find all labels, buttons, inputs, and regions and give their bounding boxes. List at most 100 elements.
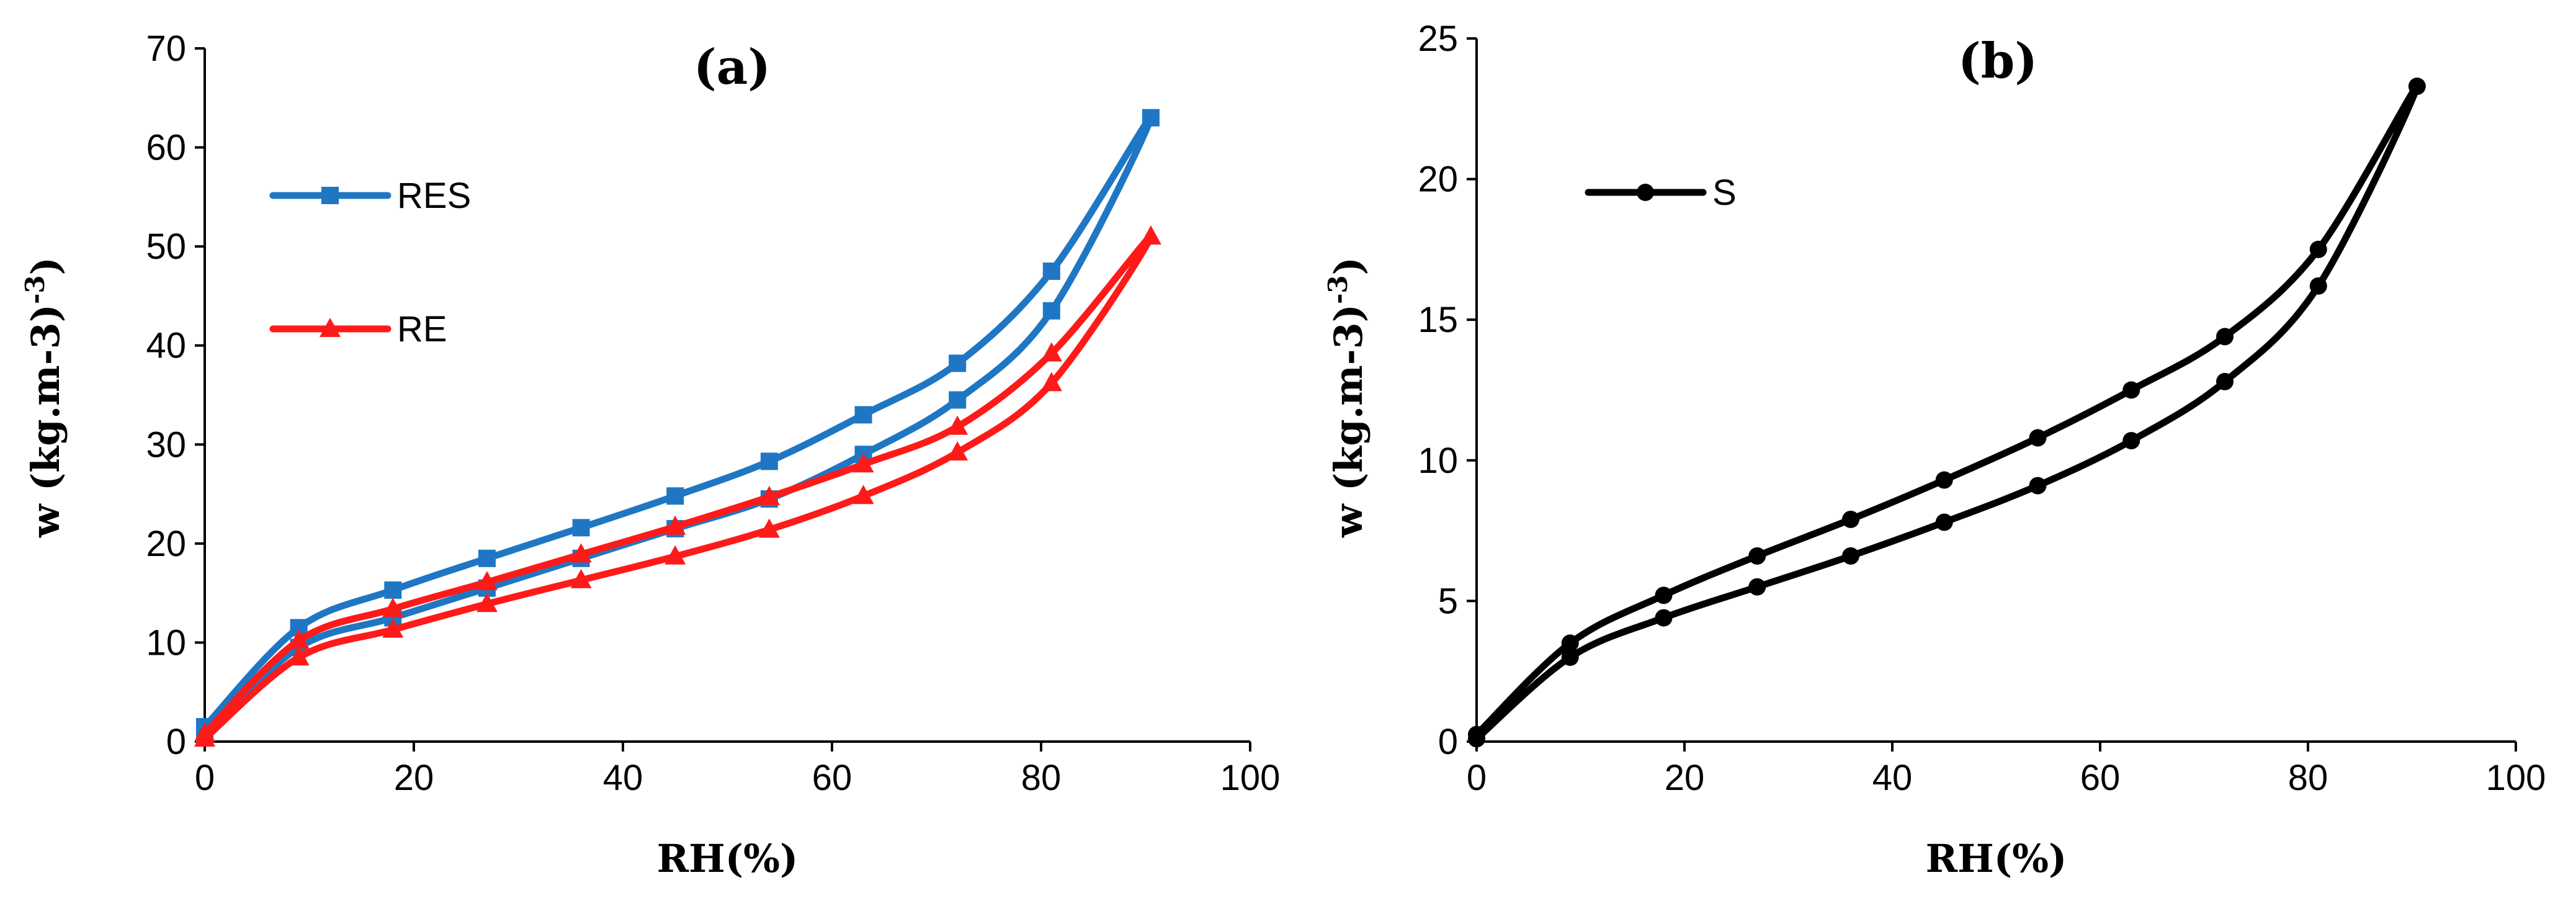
data-point-S — [2029, 477, 2047, 495]
data-point-S — [1655, 609, 1673, 627]
chart-title: (a) — [694, 39, 771, 96]
data-point-RE — [570, 543, 592, 563]
y-tick-label: 10 — [146, 622, 186, 663]
series-line-S — [1473, 83, 2421, 742]
y-axis-label: w (kg.m-3)-3) — [1323, 257, 1371, 538]
data-point-RE — [1040, 372, 1062, 392]
data-point-RES — [949, 354, 967, 372]
data-point-S — [1748, 578, 1766, 596]
data-point-S — [1468, 725, 1485, 743]
legend-entry-S: S — [1585, 173, 1737, 213]
y-tick-label: 30 — [146, 424, 186, 465]
x-tick-label: 0 — [1467, 758, 1487, 798]
y-tick-label: 20 — [1418, 159, 1458, 200]
data-point-S — [1842, 547, 1859, 565]
legend-label: S — [1712, 173, 1737, 213]
x-axis-label: RH(%) — [1926, 836, 2067, 881]
x-axis-label: RH(%) — [657, 836, 798, 881]
data-point-RE — [476, 593, 498, 613]
data-point-S — [1561, 648, 1579, 666]
x-tick-label: 80 — [2288, 758, 2328, 798]
x-tick-label: 60 — [812, 758, 852, 798]
x-tick-label: 80 — [1021, 758, 1062, 798]
legend-label: RES — [397, 176, 471, 216]
data-point-RE — [570, 568, 592, 588]
series-RE — [194, 225, 1161, 747]
y-tick-label: 60 — [146, 128, 186, 168]
series-line-RES — [201, 114, 1155, 740]
data-point-RE — [758, 518, 780, 538]
data-point-S — [2309, 277, 2327, 295]
data-point-S — [1842, 510, 1859, 528]
x-tick-label: 40 — [1872, 758, 1913, 798]
y-tick-label: 70 — [146, 29, 186, 69]
data-point-S — [2029, 429, 2047, 447]
data-point-RES — [854, 406, 872, 424]
data-point-RES — [384, 581, 402, 599]
x-tick-label: 100 — [1220, 758, 1281, 798]
legend-label: RE — [397, 309, 447, 349]
series-S — [1468, 78, 2426, 748]
x-tick-label: 60 — [2080, 758, 2121, 798]
data-point-S — [2309, 240, 2327, 258]
y-tick-label: 15 — [1418, 300, 1458, 340]
data-point-S — [2122, 381, 2140, 399]
y-tick-label: 0 — [1438, 722, 1458, 762]
data-point-RE — [1140, 225, 1161, 245]
data-point-S — [1655, 586, 1673, 604]
data-point-S — [2216, 328, 2234, 346]
x-tick-label: 20 — [394, 758, 434, 798]
legend-marker — [320, 318, 341, 337]
chart-panel-a: 0 10 20 30 40 50 60 70 0 20 40 60 80 100 (a) RH(%) w (kg… — [20, 29, 1280, 881]
data-point-RES — [478, 549, 496, 567]
data-point-RE — [288, 646, 310, 666]
data-point-RES — [1042, 263, 1060, 280]
data-point-RES — [1042, 302, 1060, 320]
data-point-RE — [947, 441, 968, 461]
x-tick-label: 100 — [2486, 758, 2546, 798]
data-point-RE — [758, 485, 780, 505]
series-RES — [196, 109, 1160, 746]
data-point-RE — [1040, 342, 1062, 362]
data-point-RE — [288, 629, 310, 649]
data-point-RE — [664, 515, 686, 535]
y-tick-label: 50 — [146, 227, 186, 267]
chart-title: (b) — [1958, 33, 2037, 89]
data-point-S — [1935, 513, 1953, 531]
x-tick-label: 40 — [603, 758, 643, 798]
data-point-RE — [382, 618, 404, 638]
data-point-RE — [947, 415, 968, 435]
y-axis-label: w (kg.m-3)-3) — [20, 257, 68, 538]
data-point-RE — [476, 571, 498, 591]
data-point-RE — [664, 545, 686, 565]
y-tick-label: 0 — [166, 722, 186, 762]
data-point-RE — [852, 453, 874, 473]
data-point-RES — [1142, 109, 1160, 127]
y-tick-label: 5 — [1438, 581, 1458, 621]
data-point-RE — [852, 485, 874, 505]
data-point-RES — [572, 519, 590, 537]
legend-entry-RES: RES — [269, 176, 471, 216]
data-point-S — [1935, 471, 1953, 489]
y-tick-label: 10 — [1418, 441, 1458, 481]
x-tick-label: 20 — [1665, 758, 1705, 798]
y-tick-label: 40 — [146, 326, 186, 366]
data-point-S — [1561, 634, 1579, 652]
legend-marker — [1637, 184, 1654, 201]
data-point-RE — [194, 722, 215, 742]
x-tick-label: 0 — [195, 758, 215, 798]
data-point-S — [2122, 432, 2140, 450]
chart-panel-b: 0 5 10 15 20 25 0 20 40 60 80 100 (b) RH(%) w (kg.m-3)… — [1323, 19, 2546, 881]
data-point-S — [2216, 372, 2234, 390]
data-point-RE — [382, 598, 404, 617]
y-tick-label: 20 — [146, 524, 186, 564]
data-point-S — [2408, 78, 2426, 96]
data-point-RES — [949, 391, 967, 409]
data-point-RES — [666, 487, 684, 505]
y-tick-label: 25 — [1418, 19, 1458, 59]
data-point-RES — [760, 452, 778, 470]
legend-entry-RE: RE — [269, 309, 447, 349]
data-point-S — [1748, 547, 1766, 565]
legend-marker — [321, 187, 339, 204]
